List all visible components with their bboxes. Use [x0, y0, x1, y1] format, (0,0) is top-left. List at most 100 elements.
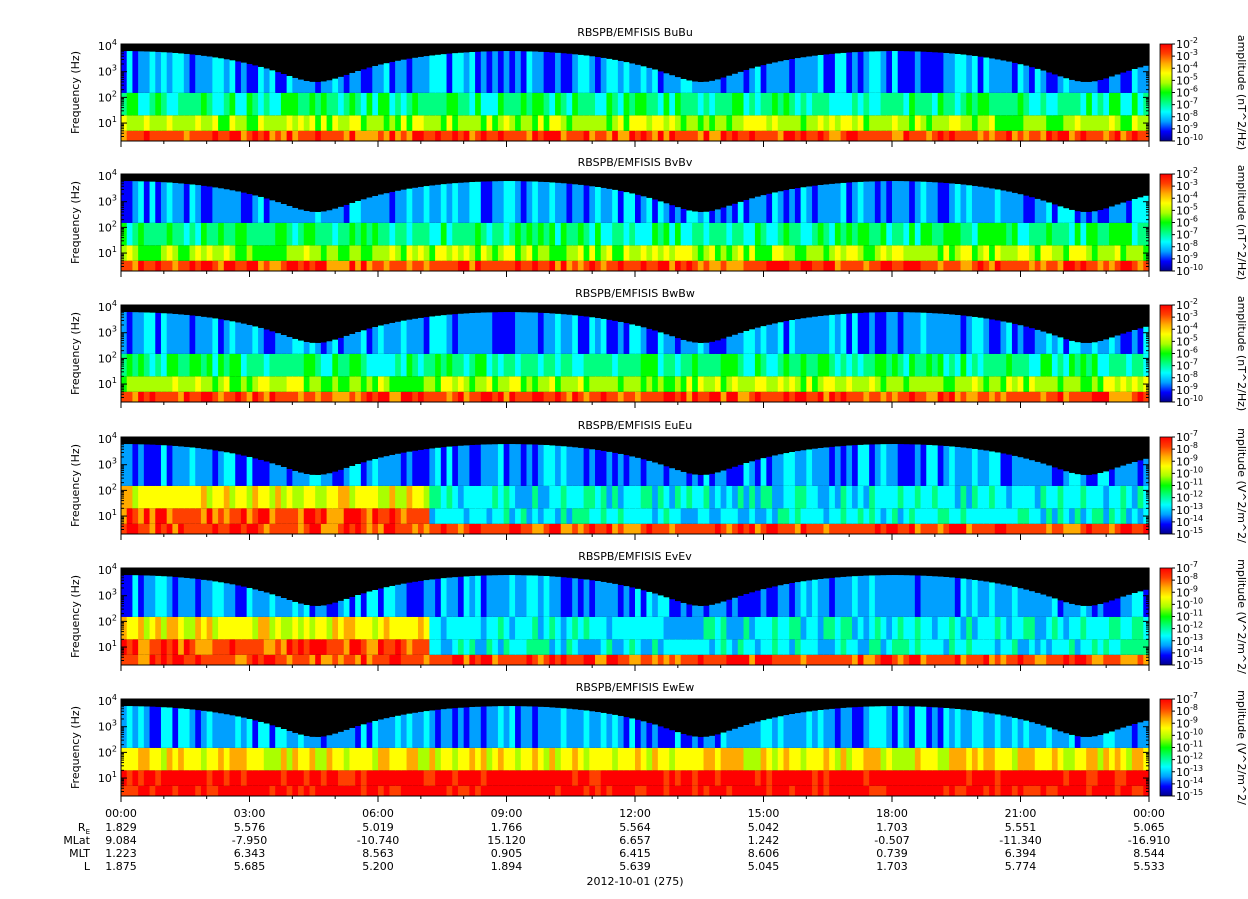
- spectrogram-cell: [994, 485, 1002, 509]
- spectrogram-cell: [800, 581, 807, 617]
- spectrogram-cell: [138, 353, 145, 377]
- spectrogram-cell: [549, 654, 556, 665]
- spectrogram-cell: [172, 437, 179, 446]
- spectrogram-cell: [400, 353, 408, 377]
- spectrogram-cell: [949, 376, 956, 392]
- spectrogram-cell: [280, 260, 288, 271]
- colorbar-tick-label: 10-14: [1176, 514, 1203, 529]
- spectrogram-cell: [292, 222, 299, 246]
- spectrogram-cell: [714, 391, 722, 402]
- spectrogram-cell: [452, 616, 459, 640]
- spectrogram-cell: [1126, 654, 1133, 665]
- spectrogram-cell: [509, 312, 516, 354]
- spectrogram-cell: [206, 437, 213, 450]
- spectrogram-cell: [652, 353, 659, 377]
- spectrogram-cell: [1006, 391, 1013, 402]
- spectrogram-cell: [977, 616, 984, 640]
- spectrogram-cell: [612, 245, 619, 261]
- spectrogram-cell: [457, 52, 465, 93]
- spectrogram-cell: [680, 245, 687, 261]
- spectrogram-cell: [160, 115, 168, 131]
- spectrogram-cell: [572, 485, 579, 509]
- spectrogram-cell: [223, 583, 231, 617]
- spectrogram-cell: [692, 222, 699, 246]
- spectrogram-cell: [577, 568, 585, 579]
- spectrogram-cell: [555, 576, 562, 617]
- spectrogram-cell: [1069, 79, 1076, 93]
- spectrogram-cell: [560, 523, 568, 534]
- spectrogram-cell: [674, 639, 682, 655]
- spectrogram-cell: [794, 582, 802, 617]
- spectrogram-cell: [937, 576, 944, 617]
- spectrogram-cell: [703, 508, 710, 524]
- spectrogram-cell: [126, 222, 134, 246]
- spectrogram-cell: [429, 485, 436, 509]
- spectrogram-cell: [457, 182, 465, 223]
- spectrogram-cell: [160, 376, 168, 392]
- spectrogram-cell: [760, 485, 767, 509]
- spectrogram-cell: [623, 115, 630, 131]
- spectrogram-cell: [960, 222, 967, 246]
- spectrogram-cell: [937, 305, 944, 314]
- spectrogram-cell: [332, 339, 339, 354]
- spectrogram-cell: [686, 115, 693, 131]
- spectrogram-cell: [223, 485, 231, 509]
- spectrogram-cell: [149, 44, 156, 52]
- spectrogram-cell: [223, 92, 231, 116]
- spectrogram-cell: [897, 444, 905, 486]
- spectrogram-cell: [652, 616, 659, 640]
- spectrogram-cell: [235, 568, 242, 586]
- spectrogram-cell: [126, 575, 134, 617]
- spectrogram-cell: [429, 55, 436, 93]
- spectrogram-cell: [789, 305, 796, 320]
- spectrogram-cell: [732, 353, 739, 377]
- spectrogram-cell: [543, 222, 550, 246]
- spectrogram-cell: [749, 568, 756, 593]
- spectrogram-cell: [189, 523, 196, 534]
- spectrogram-cell: [223, 523, 231, 534]
- spectrogram-cell: [766, 508, 773, 524]
- spectrogram-cell: [1040, 70, 1047, 93]
- spectrogram-cell: [1120, 202, 1127, 223]
- spectrogram-cell: [486, 174, 493, 182]
- spectrogram-cell: [897, 437, 905, 445]
- spectrogram-cell: [326, 376, 333, 392]
- spectrogram-cell: [1006, 322, 1013, 354]
- spectrogram-cell: [629, 485, 636, 509]
- spectrogram-cell: [332, 568, 339, 603]
- spectrogram-cell: [977, 222, 984, 246]
- spectrogram-cell: [703, 474, 710, 486]
- spectrogram-cell: [766, 305, 773, 325]
- spectrogram-cell: [1120, 260, 1127, 271]
- spectrogram-cell: [1057, 639, 1064, 655]
- spectrogram-cell: [1137, 174, 1144, 198]
- spectrogram-cell: [635, 568, 642, 589]
- spectrogram-cell: [132, 353, 139, 377]
- spectrogram-cell: [971, 222, 979, 246]
- spectrogram-cell: [503, 115, 510, 131]
- spectrogram-cell: [663, 115, 670, 131]
- y-tick-label: 103: [98, 194, 117, 209]
- spectrogram-cell: [223, 654, 231, 665]
- spectrogram-cell: [452, 222, 459, 246]
- spectrogram-cell: [663, 92, 670, 116]
- spectrogram-cell: [503, 353, 510, 377]
- spectrogram-cell: [1040, 654, 1047, 665]
- spectrogram-cell: [754, 523, 762, 534]
- colorbar: 10-710-810-910-1010-1110-1210-1310-1410-…: [1159, 428, 1248, 543]
- spectrogram-cell: [440, 447, 448, 486]
- spectrogram-cell: [298, 437, 305, 473]
- spectrogram-cell: [240, 260, 248, 271]
- spectrogram-cell: [503, 616, 510, 640]
- spectrogram-cell: [417, 391, 425, 402]
- spectrogram-cell: [223, 305, 231, 321]
- spectrogram-cell: [657, 391, 665, 402]
- spectrogram-cell: [360, 523, 368, 534]
- spectrogram-cell: [417, 485, 425, 509]
- spectrogram-cell: [954, 353, 962, 377]
- spectrogram-cell: [258, 616, 265, 640]
- spectrogram-cell: [229, 391, 236, 402]
- spectrogram-cell: [378, 64, 385, 93]
- spectrogram-cell: [1034, 523, 1042, 534]
- spectrogram-cell: [726, 391, 733, 402]
